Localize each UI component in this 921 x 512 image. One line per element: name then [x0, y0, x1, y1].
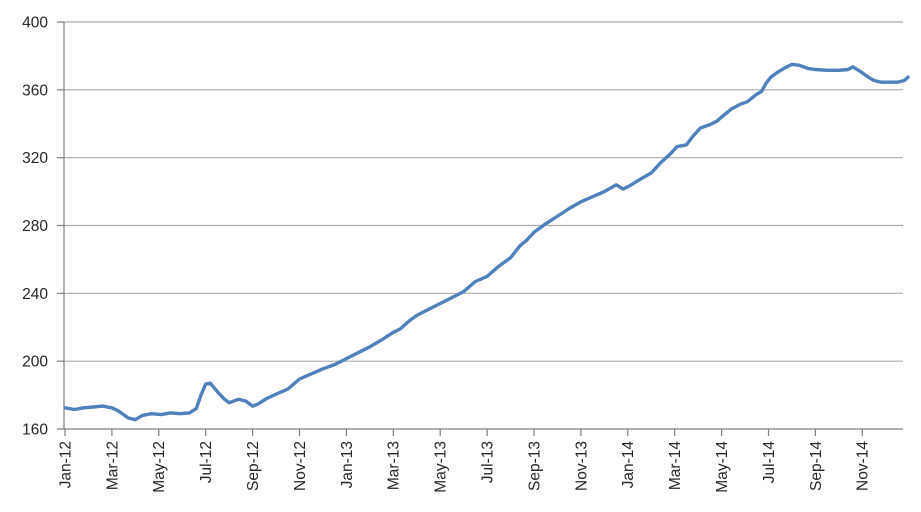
x-axis-label: Mar-14	[667, 441, 684, 490]
x-axis-label: Jul-14	[761, 441, 778, 484]
x-axis-label: Mar-12	[104, 441, 121, 490]
x-axis-label: Jan-13	[339, 441, 356, 488]
y-axis-label: 320	[22, 150, 48, 167]
y-axis-label: 400	[22, 14, 48, 31]
y-axis-label: 200	[22, 354, 48, 371]
x-axis-label: Jan-14	[620, 441, 637, 489]
x-axis-label: Sep-13	[526, 441, 543, 491]
x-axis-label: Nov-14	[855, 441, 872, 491]
y-axis-label: 160	[22, 421, 48, 438]
y-axis-label: 280	[22, 218, 48, 235]
y-axis-label: 360	[22, 82, 48, 99]
y-axis-label: 240	[22, 286, 48, 303]
x-axis-label: Sep-14	[808, 441, 825, 491]
x-axis-label: Jul-12	[198, 441, 215, 483]
x-axis-label: Sep-12	[245, 441, 262, 491]
data-series-line	[63, 62, 910, 422]
x-axis-label: May-12	[151, 441, 168, 493]
x-axis-label: May-14	[714, 441, 731, 493]
x-axis-label: Jan-12	[57, 441, 74, 488]
x-axis-label: May-13	[433, 441, 450, 493]
x-axis-label: Nov-12	[292, 441, 309, 491]
x-axis-label: Mar-13	[386, 441, 403, 490]
x-axis-label: Jul-13	[480, 441, 497, 483]
x-axis-label: Nov-13	[573, 441, 590, 491]
